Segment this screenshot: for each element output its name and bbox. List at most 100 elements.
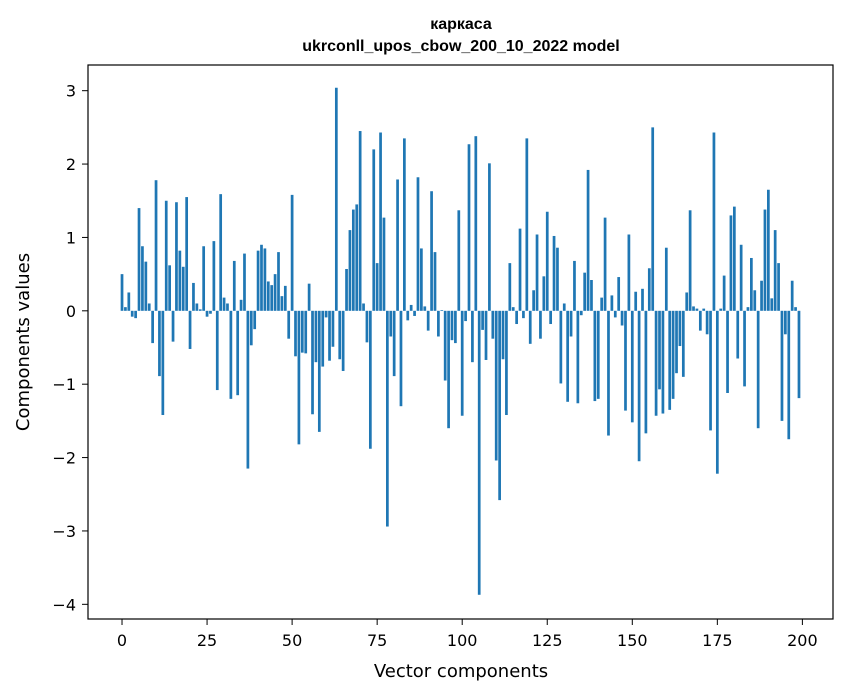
bar (219, 194, 223, 311)
bar (406, 310, 410, 321)
chart-title-line-2: ukrconll_upos_cbow_200_10_2022 model (302, 38, 619, 55)
bar (736, 310, 740, 359)
x-axis-ticks: 0 25 50 75 100 125 150 175 200 (117, 619, 818, 650)
bar (256, 250, 260, 311)
bar (215, 310, 219, 391)
bar (477, 310, 481, 595)
bar (678, 310, 682, 347)
bar (780, 310, 784, 421)
bar (209, 310, 212, 314)
bar (399, 310, 403, 407)
bar (556, 247, 559, 311)
bar (362, 303, 365, 311)
bar (491, 310, 495, 339)
bar (403, 138, 406, 311)
bar (467, 144, 471, 311)
bar (447, 310, 450, 429)
bar (358, 131, 362, 311)
bar (664, 247, 668, 311)
bar (790, 280, 794, 311)
bar (566, 310, 570, 402)
bar (794, 307, 797, 311)
bar (501, 310, 505, 360)
bar (124, 307, 127, 311)
bar (661, 310, 665, 414)
bar (702, 308, 706, 311)
x-tick-label: 200 (787, 631, 818, 650)
y-axis-label: Components values (13, 253, 34, 431)
bar (627, 234, 631, 311)
bar (617, 277, 621, 311)
bar (375, 263, 379, 311)
bar (732, 206, 736, 311)
bar (338, 310, 342, 360)
bar (484, 310, 488, 360)
x-tick-label: 0 (117, 631, 127, 650)
x-tick-label: 175 (702, 631, 733, 650)
bar (386, 310, 389, 527)
bars-group (120, 87, 801, 595)
bar (719, 308, 723, 311)
bar (246, 310, 250, 469)
bar (777, 263, 780, 311)
bar (263, 248, 267, 311)
bar (304, 310, 308, 354)
bar (433, 252, 437, 311)
y-tick-label: 3 (66, 82, 76, 101)
bar (416, 177, 420, 311)
bar (178, 250, 182, 311)
bar (321, 310, 325, 367)
bar (175, 202, 178, 311)
bar (488, 163, 491, 311)
bar (593, 310, 597, 402)
bar (644, 310, 648, 434)
bar (273, 274, 277, 311)
bar (331, 310, 335, 347)
bar (328, 310, 331, 361)
bar (454, 310, 457, 344)
bar (773, 230, 777, 311)
bar (430, 191, 433, 311)
bar (532, 290, 535, 311)
bar (511, 307, 515, 311)
bar (763, 209, 767, 311)
bar (562, 303, 566, 311)
bar (420, 248, 423, 311)
bar (294, 310, 297, 357)
bar (440, 310, 444, 311)
bar (120, 274, 124, 311)
bar (590, 280, 593, 311)
bar (726, 310, 729, 393)
bar (671, 310, 675, 399)
bar (739, 244, 743, 311)
bar (630, 310, 634, 423)
bar (253, 310, 257, 330)
bar (542, 276, 546, 311)
x-tick-label: 150 (617, 631, 648, 650)
bar (457, 210, 461, 311)
bar (151, 310, 154, 344)
bar (743, 310, 746, 387)
bar (280, 296, 284, 311)
bar (243, 253, 246, 311)
bar (198, 309, 202, 311)
bar (164, 200, 168, 311)
bar (579, 310, 583, 316)
bar (549, 310, 553, 325)
bar (610, 295, 614, 311)
bar (161, 310, 165, 416)
bar (767, 189, 770, 311)
bar (413, 310, 416, 316)
bar (583, 272, 587, 311)
bar (576, 310, 580, 404)
bar (712, 132, 716, 311)
bar (685, 292, 689, 311)
bar (314, 310, 318, 363)
x-tick-label: 100 (447, 631, 478, 650)
bar (756, 310, 760, 429)
bar (443, 310, 447, 381)
bar (698, 310, 702, 331)
bar (236, 310, 240, 396)
x-tick-label: 50 (282, 631, 302, 650)
bar (634, 291, 638, 311)
